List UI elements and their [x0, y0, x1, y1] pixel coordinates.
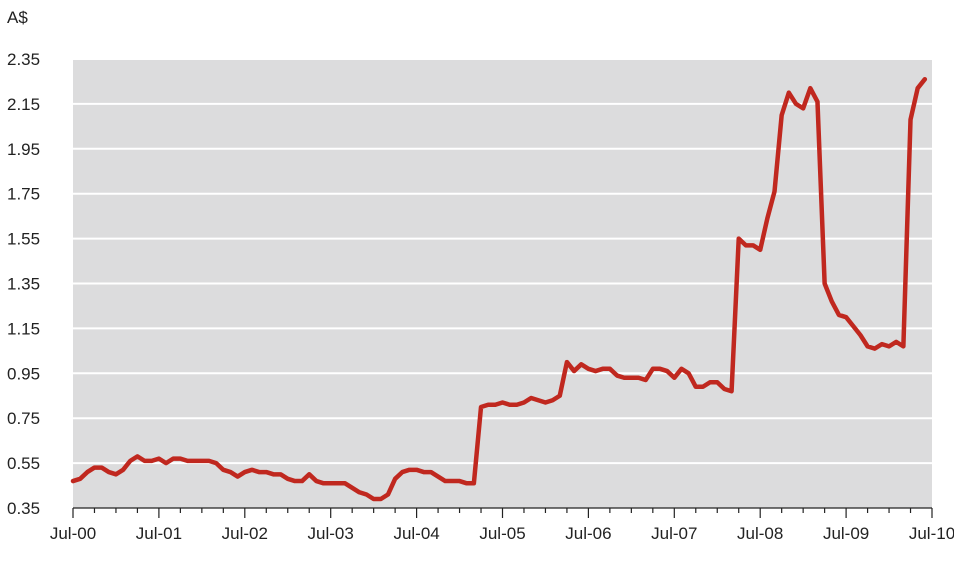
x-tick-label: Jul-06	[565, 524, 611, 543]
y-unit-label: A$	[7, 8, 28, 27]
y-tick-label: 0.55	[7, 454, 40, 473]
x-tick-label: Jul-02	[222, 524, 268, 543]
y-tick-label: 2.15	[7, 95, 40, 114]
x-tick-label: Jul-00	[50, 524, 96, 543]
series-line	[70, 76, 928, 502]
x-tick-label: Jul-07	[651, 524, 697, 543]
y-tick-label: 1.15	[7, 319, 40, 338]
y-tick-label: 1.35	[7, 275, 40, 294]
y-tick-label: 0.75	[7, 409, 40, 428]
x-tick-label: Jul-09	[823, 524, 869, 543]
y-tick-label: 1.95	[7, 140, 40, 159]
x-tick-label: Jul-10	[909, 524, 954, 543]
x-tick-label: Jul-08	[737, 524, 783, 543]
y-tick-label: 0.35	[7, 499, 40, 518]
gridlines	[73, 58, 932, 465]
x-tick-label: Jul-05	[479, 524, 525, 543]
x-axis: Jul-00 Jul-01 Jul-02 Jul-03 Jul-04 Jul-05 Jul-…	[50, 507, 954, 543]
y-tick-label: 0.95	[7, 364, 40, 383]
y-tick-label: 2.35	[7, 50, 40, 69]
x-tick-label: Jul-04	[393, 524, 439, 543]
y-tick-label: 1.75	[7, 185, 40, 204]
y-axis: 0.35 0.55 0.75 0.95 1.15 1.35 1.55 1.75 1.95 2.15…	[7, 50, 40, 518]
y-tick-label: 1.55	[7, 230, 40, 249]
x-tick-label: Jul-01	[136, 524, 182, 543]
x-tick-label: Jul-03	[308, 524, 354, 543]
